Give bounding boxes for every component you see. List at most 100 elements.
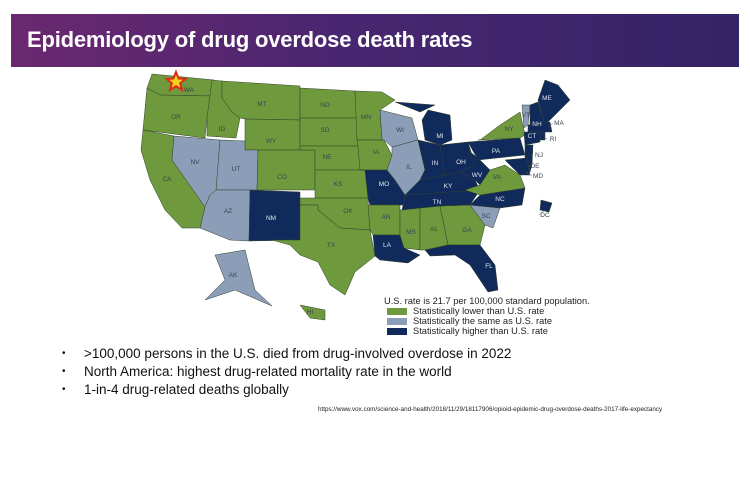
legend-label: Statistically the same as U.S. rate [413,316,552,326]
state-label: NY [504,126,514,133]
state-co [256,149,316,191]
map-legend: U.S. rate is 21.7 per 100,000 standard p… [384,296,590,336]
state-label: OR [171,114,181,121]
state-label: NE [322,154,332,161]
state-ma [527,121,553,133]
state-label: CA [162,176,172,183]
state-label: OK [343,208,353,215]
state-wv [459,149,491,186]
state-label: DE [530,163,540,170]
state-label: CT [528,133,537,140]
state-label: MS [406,229,416,236]
state-label: NM [266,215,276,222]
state-label: NV [190,159,200,166]
state-mi [421,109,453,146]
state-label: WY [266,138,277,145]
state-nc [469,187,526,209]
state-label: KY [444,183,453,190]
leader-line [525,171,533,177]
state-label: AR [381,214,390,221]
legend-item-same: Statistically the same as U.S. rate [384,316,590,326]
legend-note: U.S. rate is 21.7 per 100,000 standard p… [384,296,590,306]
state-dc [539,199,553,213]
bullet-icon: • [62,383,66,395]
state-label: IL [406,164,412,171]
source-link[interactable]: https://www.vox.com/science-and-health/2… [318,406,663,413]
state-label: WV [472,172,483,179]
state-label: CO [277,174,287,181]
state-label: SD [320,127,329,134]
state-label: TN [433,199,442,206]
state-label: MA [554,120,564,127]
state-label: FL [485,263,493,270]
state-label: DC [540,212,550,219]
state-label: UT [232,166,241,173]
state-label: LA [383,242,392,249]
state-fl [424,244,499,293]
state-label: WA [184,87,195,94]
legend-swatch [387,327,407,335]
state-wy [244,118,301,151]
state-label: VA [493,174,502,181]
state-label: AK [229,272,238,279]
bullet-item: • >100,000 persons in the U.S. died from … [62,344,511,362]
state-ct [523,131,541,146]
state-label: ND [320,102,330,109]
state-mi [394,101,436,113]
bullet-icon: • [62,365,66,377]
state-hi [299,304,326,321]
state-label: IN [432,160,439,167]
legend-swatch [387,307,407,315]
legend-item-lower: Statistically lower than U.S. rate [384,306,590,316]
leader-line [547,122,554,128]
legend-swatch [387,317,407,325]
state-label: NJ [535,152,543,159]
bullet-text: 1-in-4 drug-related deaths globally [84,381,289,397]
state-label: PA [492,148,501,155]
state-label: GA [462,227,472,234]
state-label: RI [550,136,557,143]
state-label: ID [219,126,226,133]
state-label: OH [456,159,466,166]
state-label: HI [307,309,314,316]
state-ny [477,111,526,141]
state-label: ME [542,95,552,102]
bullet-list: • >100,000 persons in the U.S. died from … [62,344,511,398]
state-label: MI [436,133,443,140]
state-label: SC [481,213,490,220]
state-label: IA [373,149,380,156]
legend-item-higher: Statistically higher than U.S. rate [384,326,590,336]
bullet-item: • North America: highest drug-related mor… [62,362,511,380]
bullet-icon: • [62,347,66,359]
state-ak [204,249,273,307]
slide-title: Epidemiology of drug overdose death rate… [27,27,473,52]
state-label: MO [379,181,389,188]
state-label: MD [533,173,543,180]
bullet-item: • 1-in-4 drug-related deaths globally [62,380,511,398]
legend-label: Statistically lower than U.S. rate [413,306,545,316]
leader-line [543,136,548,140]
title-bar: Epidemiology of drug overdose death rate… [11,14,739,67]
state-md [504,157,531,176]
state-va [464,164,526,196]
state-ri [539,131,546,141]
state-label: MN [361,114,371,121]
legend-label: Statistically higher than U.S. rate [413,326,548,336]
state-label: AL [430,226,438,233]
star-icon [163,69,189,93]
state-label: TX [327,242,336,249]
state-in [417,139,446,181]
state-tx [271,204,376,296]
state-label: NH [532,121,542,128]
state-label: MT [257,101,266,108]
bullet-text: North America: highest drug-related mort… [84,363,452,379]
leader-line [538,209,546,216]
state-label: KS [334,181,343,188]
state-label: WI [396,127,404,134]
state-label: VT [522,112,530,119]
state-label: AZ [224,208,232,215]
bullet-text: >100,000 persons in the U.S. died from d… [84,345,512,361]
state-label: NC [495,196,505,203]
